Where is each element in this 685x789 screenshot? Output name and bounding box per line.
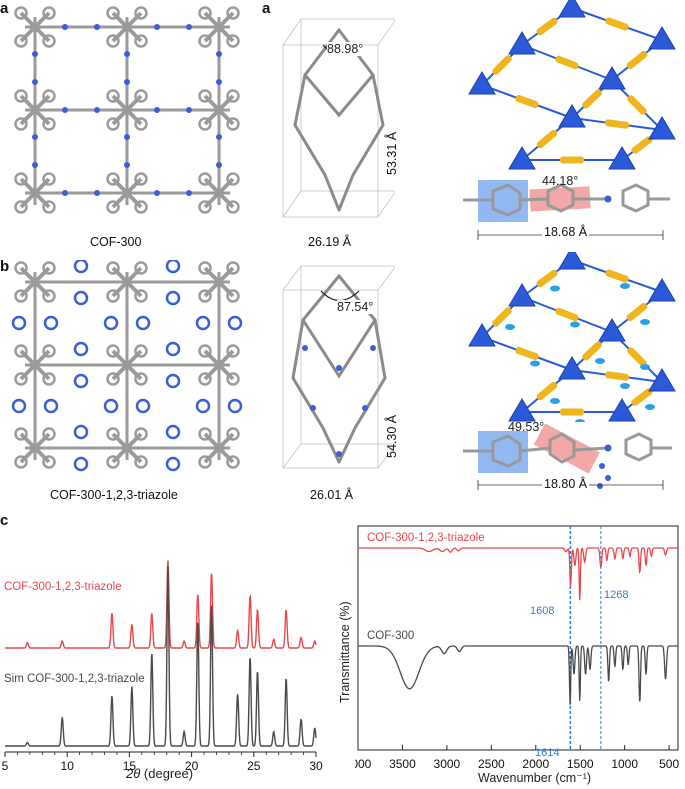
ftir-series-line <box>358 547 678 601</box>
pxrd-x-tick-label: 20 <box>185 759 199 773</box>
ftir-x-tick-label: 3000 <box>434 757 461 771</box>
cof300-structure-image <box>14 6 240 214</box>
triazole-topology-image <box>468 252 676 422</box>
panel-letter-c: c <box>0 512 9 529</box>
ftir-x-tick-label: 4000 <box>355 757 372 771</box>
cof300-angle-label: 88.98° <box>327 42 364 56</box>
ftir-x-tick-label: 3500 <box>389 757 416 771</box>
ftir-x-tick-label: 1500 <box>567 757 594 771</box>
triazole-angle-label: 87.54° <box>337 300 374 314</box>
triazole-cell-height-label: 54.30 Å <box>385 414 399 458</box>
panel-letter-a-right: a <box>262 0 271 17</box>
pxrd-series-line <box>5 560 317 649</box>
triazole-structure-label: COF-300-1,2,3-triazole <box>50 488 178 502</box>
ftir-plot-frame <box>357 525 679 751</box>
ftir-chart: 4000 3500 3000 2500 2000 1500 1000 500 COF-300-… <box>355 525 679 771</box>
pxrd-x-tick-label: 5 <box>2 759 9 773</box>
triazole-structure-image <box>11 260 243 472</box>
triazole-unit-cell-image <box>282 265 395 469</box>
ftir-series-label-cof300: COF-300 <box>367 630 414 642</box>
cof300-unit-cell-image <box>282 18 395 218</box>
pxrd-x-tick-label: 15 <box>123 759 137 773</box>
cof300-topology-image <box>468 0 676 170</box>
ftir-x-tick-label: 2000 <box>522 757 549 771</box>
cof300-structure-label: COF-300 <box>90 235 142 249</box>
triazole-cell-width-label: 26.01 Å <box>310 488 354 502</box>
cof300-linker-length-label: 18.68 Å <box>542 225 590 239</box>
cof300-cell-height-label: 53.31 Å <box>385 131 399 175</box>
pxrd-series-line <box>5 566 317 747</box>
cof300-cell-width-label: 26.19 Å <box>308 235 352 249</box>
ftir-x-axis-title: Wavenumber (cm⁻¹) <box>478 771 592 785</box>
pxrd-series-label-sim: Sim COF-300-1,2,3-triazole <box>4 673 145 685</box>
pxrd-x-tick-label: 25 <box>247 759 261 773</box>
ftir-y-axis-title: Transmittance (%) <box>338 601 352 703</box>
pxrd-x-tick-label: 10 <box>61 759 75 773</box>
pxrd-x-tick-label: 30 <box>309 759 323 773</box>
ftir-annotation-1614: 1614 <box>535 747 559 759</box>
pxrd-chart: 5 10 15 20 25 30 COF-300-1,2,3-triazole Sim C… <box>2 560 323 773</box>
triazole-linker-length-label: 18.80 Å <box>542 477 590 491</box>
ftir-series-line <box>358 645 678 705</box>
triazole-dihedral-label: 49.53° <box>508 420 545 434</box>
panel-letter-a: a <box>0 0 9 17</box>
ftir-annotation-1268: 1268 <box>604 589 628 601</box>
cof300-linker-image <box>463 180 670 240</box>
ftir-series-label-triazole: COF-300-1,2,3-triazole <box>367 532 485 544</box>
ftir-x-tick-label: 2500 <box>478 757 505 771</box>
pxrd-x-axis-title: 2θ (degree) <box>126 766 194 781</box>
ftir-x-tick-label: 1000 <box>611 757 638 771</box>
pxrd-series-label-exp: COF-300-1,2,3-triazole <box>4 581 122 593</box>
cof300-dihedral-label: 44.18° <box>542 174 579 188</box>
ftir-annotation-1608: 1608 <box>530 605 554 617</box>
panel-letter-b: b <box>0 258 10 275</box>
ftir-x-tick-label: 500 <box>659 757 679 771</box>
